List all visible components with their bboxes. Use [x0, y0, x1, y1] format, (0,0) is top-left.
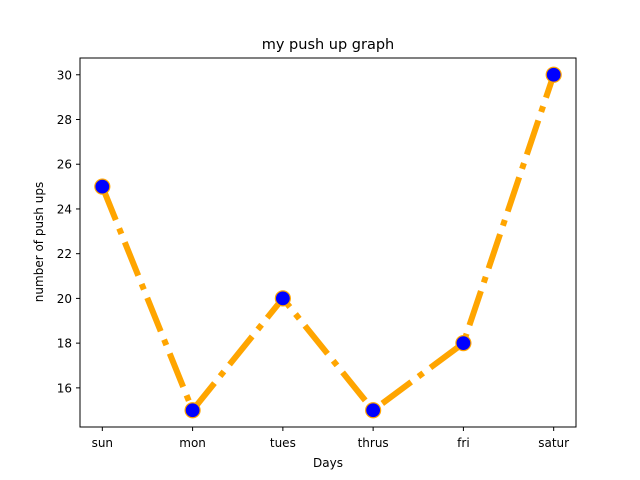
x-tick-label: tues: [270, 436, 296, 450]
x-tick-label: sun: [92, 436, 113, 450]
data-point: [184, 402, 201, 419]
y-tick-label: 18: [57, 337, 72, 351]
data-point: [274, 290, 291, 307]
series-line: [99, 73, 557, 414]
axes-frame: [79, 57, 577, 428]
x-tick-label: fri: [457, 436, 470, 450]
y-tick-label: 22: [57, 247, 72, 261]
data-point: [545, 66, 562, 83]
x-axis-label: Days: [313, 456, 343, 470]
data-point: [94, 178, 111, 195]
y-tick-label: 20: [57, 292, 72, 306]
data-point: [365, 402, 382, 419]
x-tick-label: mon: [179, 436, 206, 450]
data-point: [455, 335, 472, 352]
y-tick-label: 26: [57, 158, 72, 172]
chart-title: my push up graph: [262, 37, 395, 53]
y-tick-label: 28: [57, 113, 72, 127]
y-tick-label: 30: [57, 68, 72, 82]
y-tick-label: 16: [57, 381, 72, 395]
y-axis-label: number of push ups: [32, 182, 46, 302]
x-tick-label: thrus: [358, 436, 389, 450]
x-tick-label: satur: [538, 436, 569, 450]
y-tick-label: 24: [57, 202, 72, 216]
